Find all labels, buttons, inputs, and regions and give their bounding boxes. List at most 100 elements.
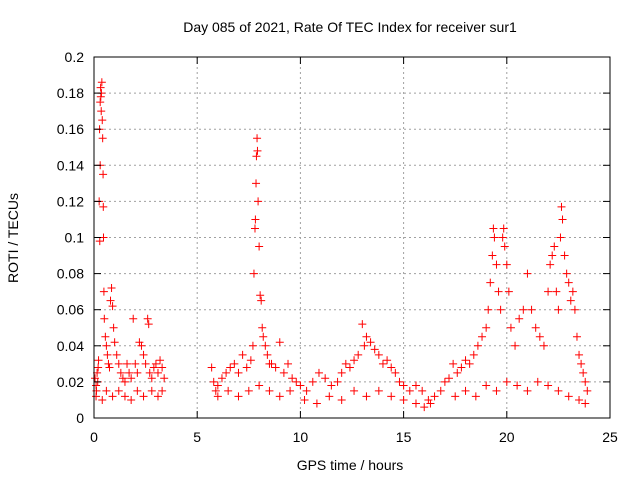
data-point — [211, 386, 220, 395]
data-point — [147, 386, 156, 395]
data-point — [327, 381, 336, 390]
data-point — [453, 368, 462, 377]
data-point — [562, 269, 571, 278]
data-point — [579, 368, 588, 377]
data-point — [103, 350, 112, 359]
data-point — [504, 287, 513, 296]
data-point — [378, 359, 387, 368]
y-tick-label: 0.12 — [57, 193, 84, 209]
chart-title: Day 085 of 2021, Rate Of TEC Index for r… — [183, 19, 517, 35]
x-tick-label: 0 — [90, 429, 98, 445]
data-point — [105, 363, 114, 372]
data-point — [498, 233, 507, 242]
data-point — [469, 350, 478, 359]
data-point — [358, 320, 367, 329]
data-point — [99, 170, 108, 179]
data-point — [118, 374, 127, 383]
data-point — [249, 269, 258, 278]
data-point — [244, 386, 253, 395]
data-point — [500, 242, 509, 251]
y-tick-label: 0.04 — [57, 338, 84, 354]
data-point — [387, 363, 396, 372]
data-point — [557, 202, 566, 211]
data-point — [405, 386, 414, 395]
data-point — [253, 146, 262, 155]
data-point — [436, 386, 445, 395]
data-point — [418, 386, 427, 395]
data-point — [98, 395, 107, 404]
data-point — [430, 392, 439, 401]
data-point — [133, 368, 142, 377]
data-point — [564, 278, 573, 287]
data-point — [112, 350, 121, 359]
ticks: 0 0.02 0.04 0.06 0.08 0.1 0.12 0.14 0.16 0.18 0.2 0… — [57, 49, 618, 445]
data-point — [484, 305, 493, 314]
data-point — [139, 392, 148, 401]
data-point — [149, 363, 158, 372]
data-point — [325, 392, 334, 401]
data-point — [242, 363, 251, 372]
x-tick-label: 20 — [499, 429, 515, 445]
data-point — [575, 395, 584, 404]
data-point — [95, 237, 104, 246]
data-point — [109, 323, 118, 332]
data-point — [213, 392, 222, 401]
data-point — [296, 381, 305, 390]
data-point — [360, 341, 369, 350]
data-point — [478, 332, 487, 341]
data-point — [158, 386, 167, 395]
data-point — [544, 287, 553, 296]
data-point — [96, 83, 105, 92]
data-point — [511, 341, 520, 350]
data-point — [354, 350, 363, 359]
data-point — [345, 363, 354, 372]
data-point — [116, 368, 125, 377]
data-point — [271, 363, 280, 372]
data-point — [131, 359, 140, 368]
data-point — [133, 386, 142, 395]
data-point — [288, 374, 297, 383]
data-point — [554, 386, 563, 395]
data-point — [424, 395, 433, 404]
data-point — [104, 359, 113, 368]
data-point — [252, 179, 261, 188]
x-tick-label: 5 — [193, 429, 201, 445]
data-point — [256, 291, 265, 300]
data-point — [496, 305, 505, 314]
data-point — [135, 338, 144, 347]
data-point — [544, 381, 553, 390]
data-point — [519, 305, 528, 314]
data-point — [114, 359, 123, 368]
data-point — [577, 359, 586, 368]
data-point — [156, 356, 165, 365]
data-point — [153, 368, 162, 377]
data-point — [258, 323, 267, 332]
data-point — [143, 314, 152, 323]
data-point — [490, 233, 499, 242]
y-tick-label: 0.14 — [57, 157, 84, 173]
y-tick-label: 0.2 — [65, 49, 85, 65]
data-point — [426, 399, 435, 408]
data-point — [141, 359, 150, 368]
data-point — [583, 386, 592, 395]
data-point — [261, 341, 270, 350]
data-point — [482, 381, 491, 390]
data-point — [222, 368, 231, 377]
data-point — [153, 392, 162, 401]
data-point — [275, 338, 284, 347]
data-point — [98, 116, 107, 125]
data-point — [96, 98, 105, 107]
data-point — [158, 363, 167, 372]
data-point — [120, 377, 129, 386]
y-axis-label: ROTI / TECUs — [5, 193, 21, 283]
data-point — [248, 341, 257, 350]
data-point — [387, 392, 396, 401]
data-point — [337, 395, 346, 404]
data-point — [488, 251, 497, 260]
data-point — [238, 350, 247, 359]
data-point — [523, 269, 532, 278]
data-point — [106, 296, 115, 305]
data-point — [489, 224, 498, 233]
data-point — [100, 314, 109, 323]
data-point — [209, 377, 218, 386]
